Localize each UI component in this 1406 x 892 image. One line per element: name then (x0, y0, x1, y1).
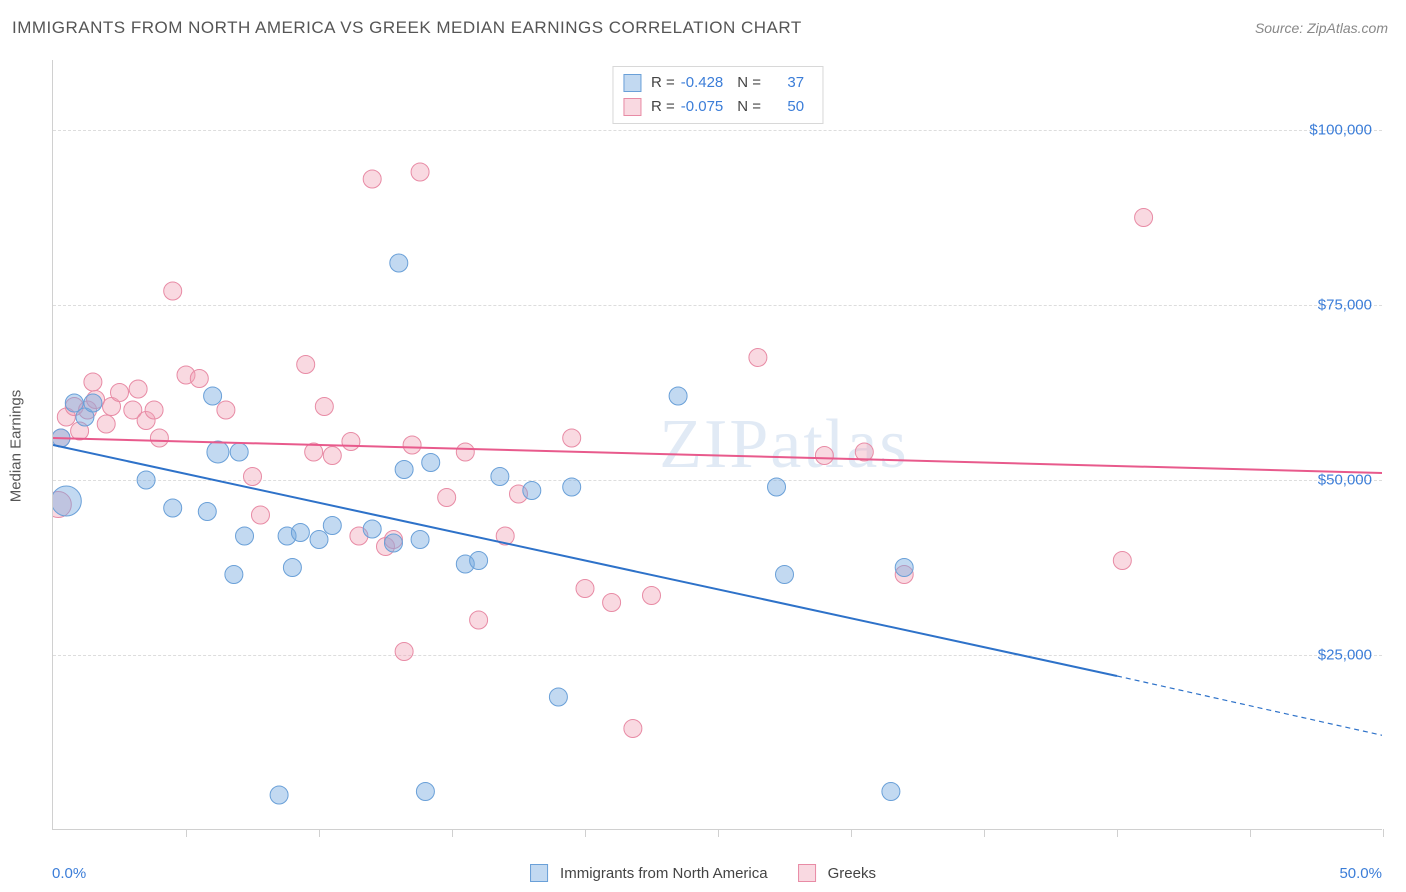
r-label-2: R = (651, 95, 675, 119)
n-value-1: 37 (767, 71, 812, 95)
legend-label-1: Immigrants from North America (560, 865, 768, 882)
legend-bottom: Immigrants from North America Greeks (530, 864, 876, 882)
chart-svg (53, 60, 1382, 829)
r-value-1: -0.428 (681, 71, 732, 95)
n-label-2: N = (737, 95, 761, 119)
x-axis-label-right: 50.0% (1339, 865, 1382, 882)
y-tick-label: $75,000 (1318, 297, 1372, 314)
chart-source: Source: ZipAtlas.com (1255, 20, 1388, 36)
legend-stats-row-2: R = -0.075 N = 50 (623, 95, 812, 119)
legend-item-2: Greeks (798, 864, 876, 882)
y-tick-label: $25,000 (1318, 647, 1372, 664)
n-label-1: N = (737, 71, 761, 95)
legend-swatch-1 (623, 74, 641, 92)
watermark: ZIPatlas (659, 405, 908, 485)
x-axis-label-left: 0.0% (52, 865, 86, 882)
y-axis-title: Median Earnings (8, 390, 25, 503)
n-value-2: 50 (767, 95, 812, 119)
r-value-2: -0.075 (681, 95, 732, 119)
chart-container: IMMIGRANTS FROM NORTH AMERICA VS GREEK M… (0, 0, 1406, 892)
r-label-1: R = (651, 71, 675, 95)
legend-swatch-2 (623, 98, 641, 116)
chart-title: IMMIGRANTS FROM NORTH AMERICA VS GREEK M… (12, 18, 802, 38)
legend-item-1: Immigrants from North America (530, 864, 768, 882)
y-tick-label: $100,000 (1309, 122, 1372, 139)
legend-label-2: Greeks (828, 865, 876, 882)
legend-swatch-bottom-1 (530, 864, 548, 882)
legend-swatch-bottom-2 (798, 864, 816, 882)
legend-stats: R = -0.428 N = 37 R = -0.075 N = 50 (612, 66, 823, 124)
y-tick-label: $50,000 (1318, 472, 1372, 489)
legend-stats-row-1: R = -0.428 N = 37 (623, 71, 812, 95)
plot-area: ZIPatlas $25,000 $50,000 $75,000 $100,000 R… (52, 60, 1382, 830)
